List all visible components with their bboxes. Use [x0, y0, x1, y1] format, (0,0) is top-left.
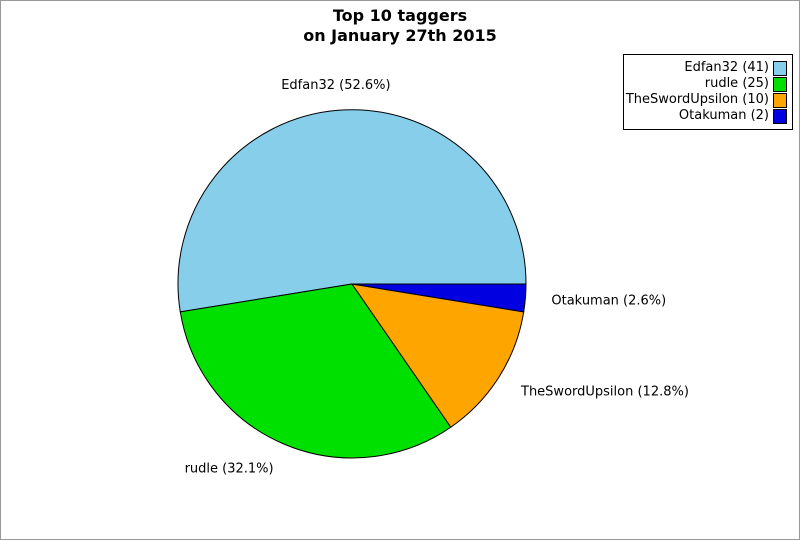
pie-slice-otakuman [351, 283, 527, 313]
chart-title-line1: Top 10 taggers [332, 6, 468, 25]
legend-item-theswordupsilon: TheSwordUpsilon (10) [625, 92, 787, 108]
legend-swatch-otakuman [773, 108, 787, 124]
slice-label-theswordupsilon: TheSwordUpsilon (12.8%) [520, 384, 689, 399]
legend-swatch-edfan32 [773, 60, 787, 76]
legend-label-theswordupsilon: TheSwordUpsilon (10) [625, 92, 769, 107]
legend-label-rudle: rudle (25) [704, 76, 769, 91]
legend-item-otakuman: Otakuman (2) [629, 108, 787, 124]
legend-item-rudle: rudle (25) [629, 76, 787, 92]
slice-label-rudle: rudle (32.1%) [185, 462, 274, 477]
legend: Edfan32 (41) rudle (25) TheSwordUpsilon (1… [623, 54, 793, 130]
chart-title-line2: on January 27th 2015 [303, 26, 497, 45]
legend-label-otakuman: Otakuman (2) [678, 108, 769, 123]
legend-label-edfan32: Edfan32 (41) [684, 60, 769, 75]
slice-label-edfan32: Edfan32 (52.6%) [281, 78, 390, 93]
slice-label-otakuman: Otakuman (2.6%) [551, 294, 666, 309]
pie-slice-theswordupsilon [350, 283, 525, 428]
legend-swatch-theswordupsilon [773, 92, 787, 108]
legend-swatch-rudle [773, 76, 787, 92]
pie-slice-rudle [179, 283, 452, 459]
pie-slice-edfan32 [177, 109, 527, 313]
chart-title: Top 10 taggers on January 27th 2015 [1, 6, 799, 46]
legend-item-edfan32: Edfan32 (41) [629, 60, 787, 76]
